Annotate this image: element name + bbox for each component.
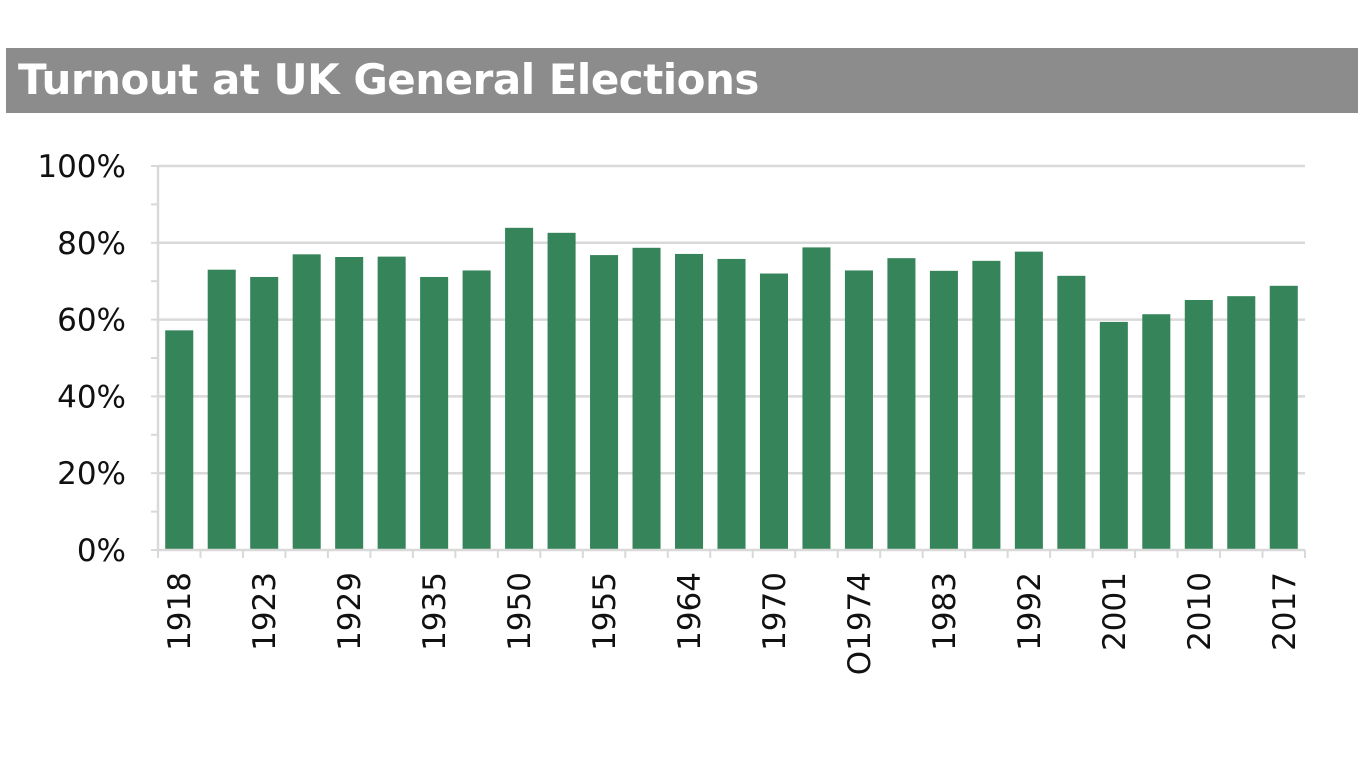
y-tick-label: 20%: [57, 456, 126, 492]
bar-1923: [250, 276, 279, 550]
bar-1950: [505, 227, 534, 550]
bars: [165, 227, 1298, 551]
bar-1929: [335, 257, 364, 550]
bar-1924: [292, 254, 321, 550]
bar-2001: [1099, 321, 1128, 550]
bar-1955: [590, 255, 619, 550]
bar-1951: [547, 232, 576, 551]
axes: [151, 165, 1306, 558]
bar-1966: [717, 258, 746, 550]
y-tick-labels: 0% 20% 40% 60% 80% 100%: [37, 149, 126, 569]
bar-O1974: [844, 270, 873, 550]
bar-1997: [1057, 275, 1086, 550]
y-tick-label: 80%: [57, 226, 126, 262]
x-tick-label: 1929: [332, 572, 368, 651]
title-bar: Turnout at UK General Elections: [6, 48, 1358, 113]
bar-1918: [165, 330, 194, 550]
x-tick-label: 1950: [502, 572, 538, 651]
bar-1959: [632, 247, 661, 551]
bar-1970: [759, 273, 789, 550]
bar-1979: [887, 258, 916, 550]
bar-1935: [420, 276, 449, 550]
bar-2017: [1269, 285, 1298, 550]
x-tick-label: 2010: [1182, 572, 1218, 651]
x-tick-label: 1923: [247, 572, 283, 651]
x-tick-label: 1918: [162, 572, 198, 651]
x-tick-label: 2001: [1097, 572, 1133, 651]
x-tick-label: O1974: [842, 572, 878, 675]
y-tick-label: 0%: [77, 533, 126, 569]
bar-1964: [674, 253, 704, 550]
y-tick-label: 100%: [37, 149, 126, 185]
y-tick-label: 60%: [57, 303, 126, 339]
y-tick-label: 40%: [57, 379, 126, 415]
bar-F1974: [802, 247, 831, 550]
bar-2015: [1227, 296, 1256, 550]
x-tick-label: 1964: [672, 572, 708, 651]
x-tick-label: 1992: [1012, 572, 1048, 651]
x-tick-labels: 1918 1923 1929 1935 1950 1955 1964 1970 O1974 198…: [162, 572, 1303, 675]
chart-title: Turnout at UK General Elections: [18, 55, 759, 104]
bar-2005: [1142, 314, 1171, 550]
bar-1992: [1014, 251, 1043, 550]
bar-1987: [972, 260, 1001, 550]
x-tick-label: 1935: [417, 572, 453, 651]
bar-2010: [1184, 300, 1213, 550]
bar-1931: [377, 256, 406, 550]
x-tick-label: 1983: [927, 572, 963, 651]
bar-1983: [929, 270, 958, 550]
bar-1922: [207, 269, 236, 550]
x-tick-label: 1970: [757, 572, 793, 651]
x-tick-label: 2017: [1267, 572, 1303, 651]
bar-1945: [462, 270, 491, 550]
x-tick-label: 1955: [587, 572, 623, 651]
